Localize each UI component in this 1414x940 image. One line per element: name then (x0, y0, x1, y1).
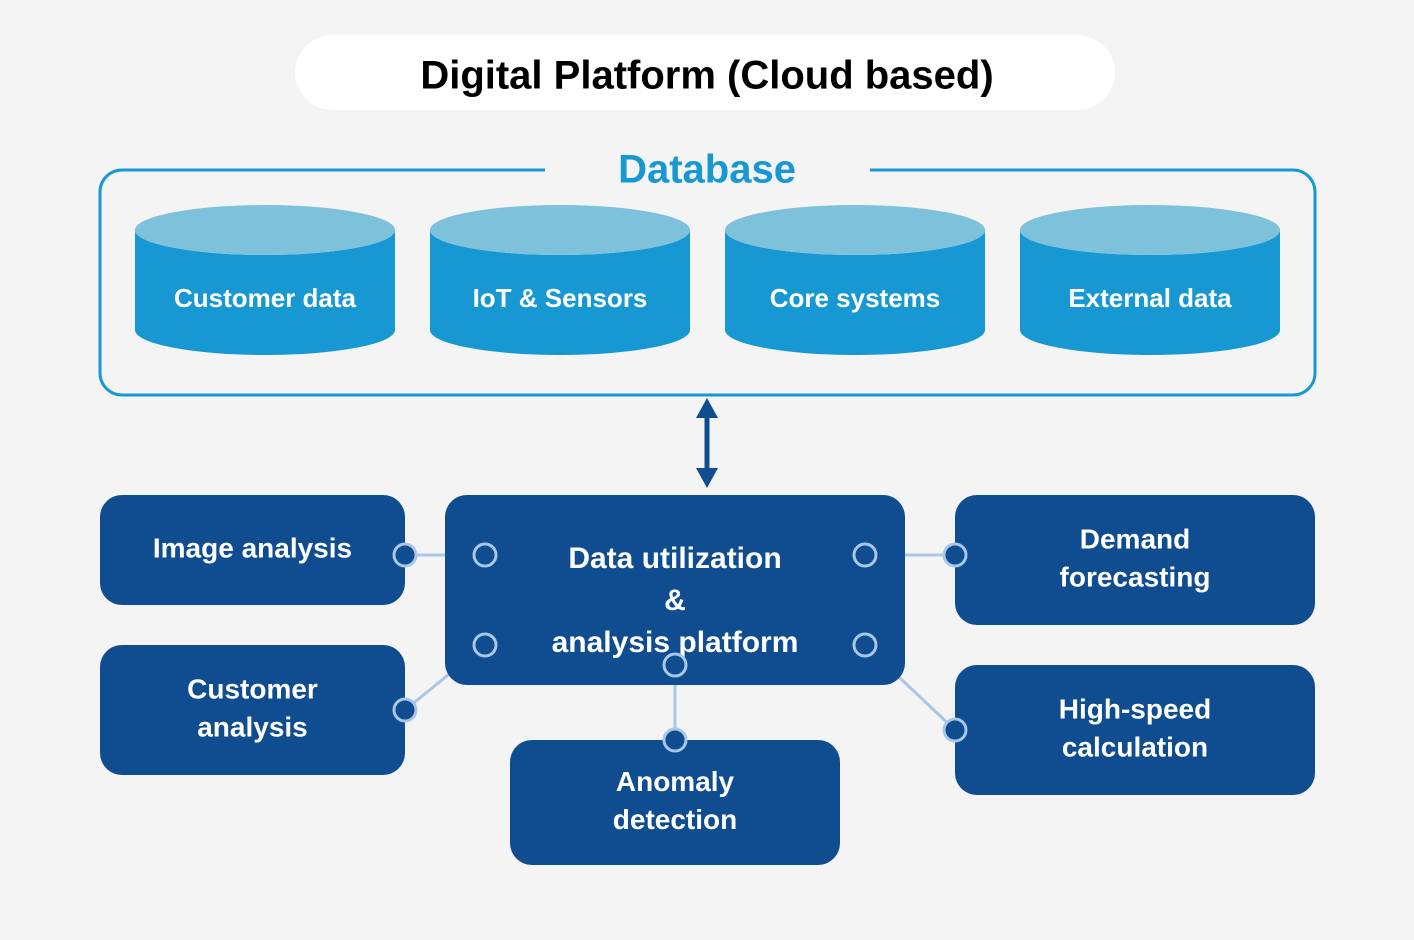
db-cylinder: External data (1020, 205, 1280, 355)
connector-hub-icon (854, 634, 876, 656)
branch-anomaly-detection: Anomaly detection (510, 740, 840, 865)
branch-label-line: forecasting (1060, 561, 1211, 592)
branch-label-line: calculation (1062, 731, 1208, 762)
db-cylinder-top (725, 205, 985, 255)
db-cylinder-label: IoT & Sensors (473, 283, 648, 313)
branch-customer-analysis: Customer analysis (100, 645, 405, 775)
connector-node-icon (944, 719, 966, 741)
connector-node-icon (394, 699, 416, 721)
connector-node-icon (394, 544, 416, 566)
database-label: Database (618, 148, 796, 192)
db-cylinder-top (1020, 205, 1280, 255)
branch-box (510, 740, 840, 865)
db-cylinder-label: Core systems (770, 283, 941, 313)
branch-box (955, 665, 1315, 795)
connector-hub-icon (474, 634, 496, 656)
branch-label-line: Anomaly (616, 766, 735, 797)
center-node-line: & (664, 584, 686, 617)
connector-hub-icon (854, 544, 876, 566)
db-cylinder-top (135, 205, 395, 255)
connector-hub-icon (474, 544, 496, 566)
branch-label-line: detection (613, 804, 737, 835)
db-cylinder: Customer data (135, 205, 395, 355)
branch-demand-forecasting: Demand forecasting (955, 495, 1315, 625)
center-node-line: Data utilization (568, 542, 781, 575)
connector-node-icon (664, 729, 686, 751)
branch-image-analysis: Image analysis (100, 495, 405, 605)
branch-label-line: analysis (197, 711, 308, 742)
db-cylinder-top (430, 205, 690, 255)
page-title: Digital Platform (Cloud based) (420, 54, 993, 98)
connector-hub-icon (664, 654, 686, 676)
db-cylinder: IoT & Sensors (430, 205, 690, 355)
branch-label-line: High-speed (1059, 693, 1211, 724)
db-cylinder-label: External data (1068, 283, 1232, 313)
branch-box (955, 495, 1315, 625)
branch-label-line: Demand (1080, 523, 1190, 554)
branch-box (100, 645, 405, 775)
db-cylinder-label: Customer data (174, 283, 357, 313)
db-cylinder: Core systems (725, 205, 985, 355)
branch-label-line: Image analysis (153, 532, 352, 563)
connector-node-icon (944, 544, 966, 566)
branch-high-speed-calc: High-speed calculation (955, 665, 1315, 795)
branch-label-line: Customer (187, 673, 318, 704)
